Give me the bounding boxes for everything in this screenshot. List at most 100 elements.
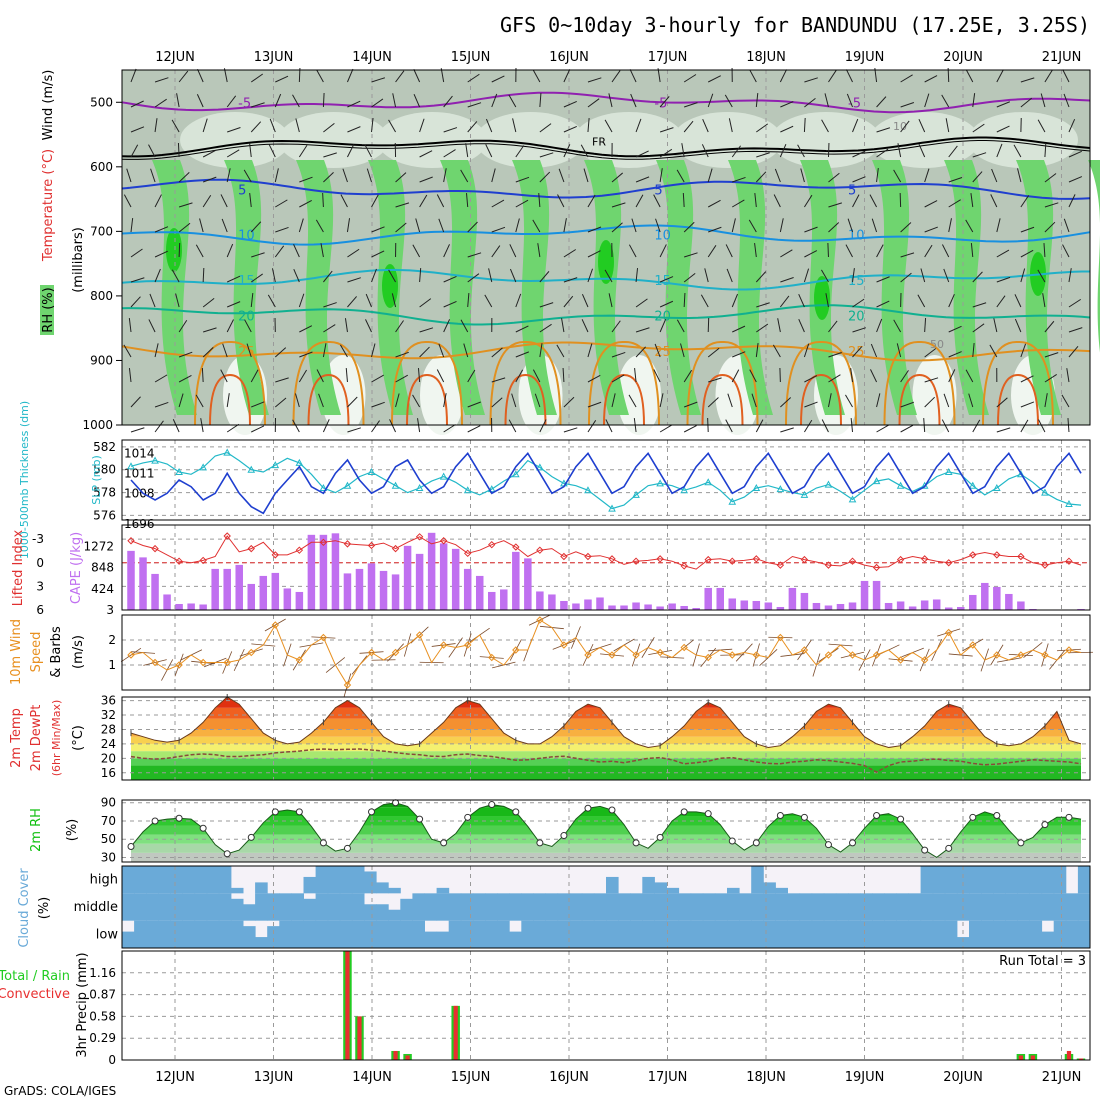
wind-barb (293, 268, 300, 283)
wind-barb (731, 369, 740, 383)
wind-speed-point (632, 651, 640, 659)
wind-barb (1044, 352, 1059, 358)
y-tick-label: 900 (90, 353, 113, 367)
y-tick-label-cape: 424 (91, 582, 114, 596)
wind-barb (154, 118, 158, 133)
wind-barb (948, 199, 961, 208)
cloud-bar (497, 920, 510, 948)
wind-barb (123, 194, 132, 208)
cloud-bar (775, 893, 788, 921)
wind-barb (683, 74, 697, 83)
wind-barb (828, 202, 842, 208)
cloud-bar (763, 882, 776, 894)
temp-band (131, 729, 1081, 737)
wind-barb (900, 102, 915, 108)
thickness-point (343, 481, 352, 489)
cape-bar (824, 605, 833, 610)
wind-barb (924, 377, 939, 383)
cloud-bar (690, 920, 704, 948)
wind-barb (676, 169, 685, 183)
wind-speed-point (656, 648, 664, 657)
wind-barb (485, 118, 493, 133)
wind-barb (298, 369, 308, 383)
wind-barb (412, 244, 421, 258)
wind-barb (149, 293, 156, 308)
cloud-bar (460, 893, 474, 921)
wind-barb (491, 397, 503, 408)
y-tick-label-slp: 1014 (124, 446, 155, 460)
cloud-bar (243, 904, 256, 921)
lifted-index-point (680, 562, 688, 570)
y-tick-label: 90 (101, 796, 116, 810)
cape-bar (223, 568, 231, 610)
wind-barb (467, 221, 478, 233)
wind-barb (465, 143, 469, 158)
wind-barb (1014, 294, 1022, 308)
wind-barb (707, 347, 720, 358)
wind-speed-point (319, 633, 328, 642)
wind-barb (726, 268, 733, 283)
wind-barb (371, 420, 380, 433)
cape-bar (199, 604, 207, 610)
isotherm-line (121, 178, 1091, 200)
lifted-index-point (993, 551, 1001, 559)
thickness-point (463, 486, 472, 494)
cloud-bar (860, 920, 873, 948)
wind-barb (755, 343, 759, 358)
precip-convective-bar (1066, 1050, 1072, 1060)
bottom-date-label: 13JUN (254, 1070, 294, 1085)
wind-barb (655, 218, 661, 233)
cloud-bar (279, 920, 292, 948)
lifted-index-point (560, 552, 568, 561)
cloud-bar (315, 866, 329, 894)
rh-point (776, 812, 784, 819)
wind-barb (419, 176, 433, 183)
isotherm-line (121, 341, 1091, 362)
wind-barb (876, 300, 890, 308)
lifted-index-point (945, 559, 953, 567)
wind-barb (896, 343, 902, 358)
wind-barb (316, 369, 324, 383)
wind-barb (467, 73, 480, 83)
wind-speed-point (896, 656, 905, 664)
wind-speed-point (295, 656, 304, 664)
bottom-date-label: 16JUN (549, 1070, 589, 1085)
wind-barb (635, 268, 639, 283)
isotherm-dome (898, 373, 941, 426)
isotherm-label: -5 (238, 96, 251, 111)
wind-barb (557, 194, 565, 208)
wind-barb (683, 292, 686, 308)
temp-series-line (130, 696, 1082, 749)
cloud-bar (823, 920, 837, 948)
cloud-bar (775, 920, 788, 948)
cloud-bar (908, 920, 922, 948)
wind-barb (171, 119, 180, 133)
y-axis-label-lifted-index: Lifted Index (11, 529, 26, 606)
y-axis-label-dewpt: 2m DewPt (29, 705, 44, 772)
wind-barb (701, 144, 709, 158)
wind-barb (803, 419, 813, 433)
cloud-bar (630, 920, 643, 948)
cloud-bar (206, 866, 220, 894)
wind-barb (395, 172, 407, 183)
y-tick-label-lifted-index: 6 (36, 603, 44, 617)
cape-bar (632, 602, 640, 610)
lifted-index-point (1041, 561, 1049, 569)
cloud-bar (1053, 920, 1067, 948)
cloud-bar (618, 920, 631, 948)
wind-barb (972, 93, 976, 108)
cape-bar (584, 599, 592, 610)
cloud-bar (1077, 866, 1091, 894)
wind-barb (587, 420, 597, 433)
cloud-bar (823, 893, 837, 921)
wind-barb (876, 244, 884, 258)
wind-speed-point (872, 651, 881, 659)
lifted-index-point (271, 551, 280, 559)
wind-barb (323, 122, 335, 133)
cape-bar (271, 572, 280, 610)
wind-barb (583, 168, 589, 183)
wind-barb (226, 168, 231, 183)
wind-barb (683, 369, 693, 383)
cape-bar (139, 557, 147, 610)
wind-barb (581, 293, 589, 308)
